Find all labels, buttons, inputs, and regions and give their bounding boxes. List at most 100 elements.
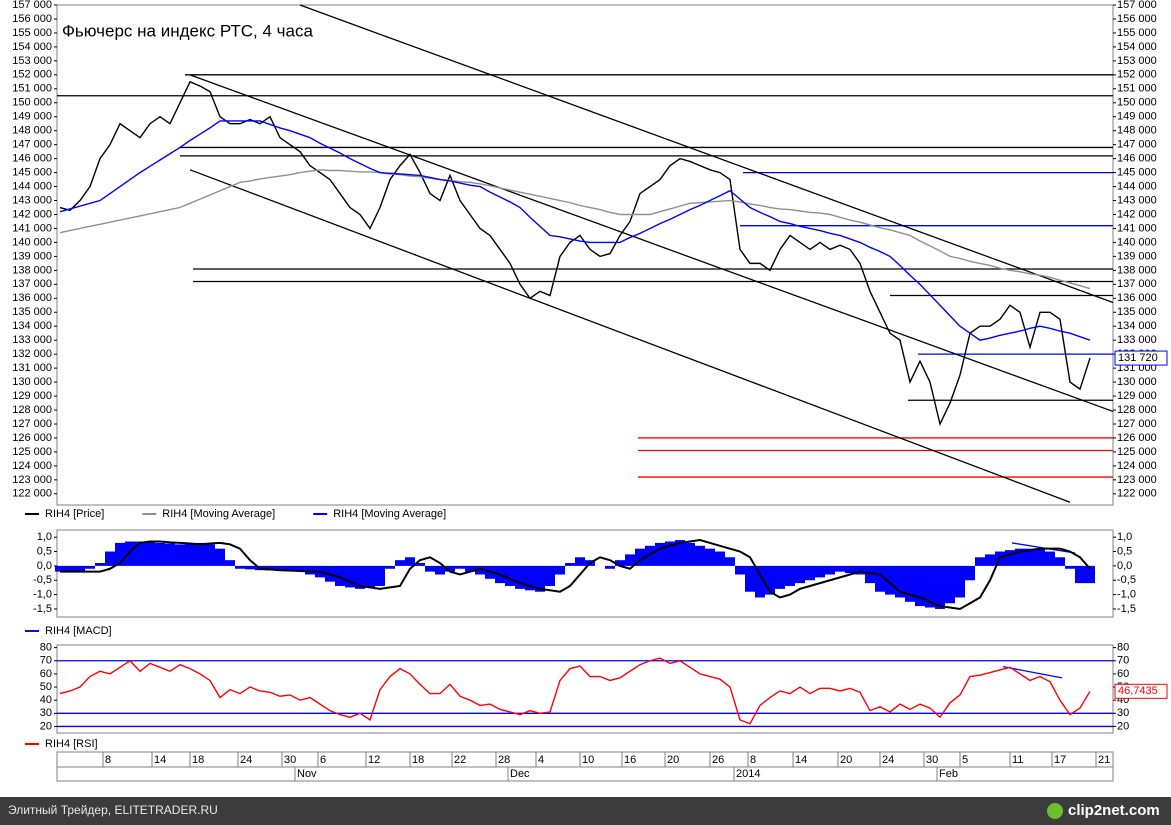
histogram-bar — [605, 565, 615, 569]
y-tick-label: 149 000 — [12, 111, 52, 123]
panel — [56, 644, 1114, 734]
y-tick-label: 128 000 — [12, 404, 52, 416]
y-tick-label: 147 000 — [12, 139, 52, 151]
y-tick-label-right: -1,0 — [1117, 589, 1136, 601]
month-label: Nov — [297, 768, 317, 780]
histogram-bar — [655, 542, 665, 566]
x-tick-label: 8 — [750, 754, 756, 766]
histogram-bar — [415, 563, 425, 566]
y-tick-label: 140 000 — [12, 236, 52, 248]
y-tick-label: -0,5 — [33, 574, 52, 586]
y-tick-label: 155 000 — [12, 27, 52, 39]
histogram-bar — [475, 565, 485, 575]
y-tick-label-right: 60 — [1117, 668, 1129, 680]
histogram-bar — [165, 543, 175, 566]
histogram-bar — [1075, 565, 1085, 584]
x-tick-label: 20 — [667, 754, 679, 766]
histogram-bar — [935, 565, 945, 609]
y-tick-label-right: 145 000 — [1117, 167, 1157, 179]
y-tick-label-right: 1,0 — [1117, 531, 1132, 543]
y-tick-label: 130 000 — [12, 376, 52, 388]
histogram-bar — [1035, 548, 1045, 566]
y-tick-label: 127 000 — [12, 418, 52, 430]
histogram-bar — [355, 565, 365, 589]
histogram-bar — [785, 565, 795, 586]
y-tick-label-right: 30 — [1117, 707, 1129, 719]
y-tick-label: 137 000 — [12, 278, 52, 290]
y-tick-label: 141 000 — [12, 222, 52, 234]
histogram-bar — [135, 541, 145, 566]
legend-label: RIH4 [Moving Average] — [162, 508, 275, 520]
current-value-label: 131 720 — [1118, 352, 1158, 364]
y-tick-label-right: 70 — [1117, 655, 1129, 667]
y-tick-label: 135 000 — [12, 306, 52, 318]
x-tick-label: 14 — [154, 754, 166, 766]
series-line — [60, 539, 1091, 610]
y-tick-label: 136 000 — [12, 292, 52, 304]
x-tick-label: 5 — [962, 754, 968, 766]
x-tick-label: 8 — [105, 754, 111, 766]
x-tick-label: 24 — [240, 754, 252, 766]
histogram-bar — [665, 541, 675, 566]
y-tick-label-right: 0,5 — [1117, 545, 1132, 557]
histogram-bar — [1045, 551, 1055, 566]
y-tick-label: 129 000 — [12, 390, 52, 402]
x-tick-label: 6 — [320, 754, 326, 766]
x-tick-label: 20 — [840, 754, 852, 766]
y-tick-label: 142 000 — [12, 208, 52, 220]
y-tick-label: -1,0 — [33, 589, 52, 601]
x-tick-label: 22 — [454, 754, 466, 766]
series-line — [59, 657, 1091, 725]
logo[interactable]: clip2net.com — [1068, 802, 1160, 819]
current-value-box — [1114, 350, 1168, 366]
histogram-bar — [535, 565, 545, 592]
histogram-bar — [365, 565, 375, 588]
trend-line — [189, 169, 1071, 503]
y-tick-label: 0,5 — [37, 545, 52, 557]
y-tick-label: 0,0 — [37, 560, 52, 572]
histogram-bar — [205, 544, 215, 566]
trend-line — [189, 74, 1114, 413]
x-tick-label: 30 — [926, 754, 938, 766]
histogram-bar — [85, 565, 95, 569]
histogram-bar — [335, 565, 345, 586]
y-tick-label: 144 000 — [12, 180, 52, 192]
y-tick-label: 20 — [40, 720, 52, 732]
histogram-bar — [725, 557, 735, 566]
histogram-bar — [565, 563, 575, 566]
histogram-bar — [765, 565, 775, 595]
legend-label: RIH4 [MACD] — [45, 625, 112, 637]
x-tick-label: 11 — [1012, 754, 1023, 766]
y-tick-label-right: 152 000 — [1117, 69, 1157, 81]
y-tick-label-right: 151 000 — [1117, 83, 1157, 95]
histogram-bar — [875, 565, 885, 592]
y-tick-label-right: 133 000 — [1117, 334, 1157, 346]
histogram-bar — [955, 565, 965, 598]
histogram-bar — [215, 548, 225, 566]
y-tick-label: 154 000 — [12, 41, 52, 53]
histogram-bar — [155, 542, 165, 566]
y-tick-label-right: 139 000 — [1117, 250, 1157, 262]
y-tick-label: 122 000 — [12, 488, 52, 500]
histogram-bar — [375, 565, 385, 586]
x-tick-label: 16 — [624, 754, 636, 766]
month-label: Dec — [510, 768, 530, 780]
histogram-bar — [945, 565, 955, 604]
histogram-bar — [885, 565, 895, 595]
y-tick-label: 157 000 — [12, 0, 52, 11]
y-tick-label-right: 137 000 — [1117, 278, 1157, 290]
histogram-bar — [195, 542, 205, 566]
histogram-bar — [855, 565, 865, 575]
histogram-bar — [775, 565, 785, 589]
y-tick-label: 50 — [40, 681, 52, 693]
y-tick-label-right: 149 000 — [1117, 111, 1157, 123]
histogram-bar — [455, 565, 465, 569]
histogram-bar — [445, 565, 455, 572]
y-tick-label: 145 000 — [12, 167, 52, 179]
y-tick-label: 156 000 — [12, 13, 52, 25]
y-tick-label-right: 141 000 — [1117, 222, 1157, 234]
current-value-box — [1114, 683, 1168, 699]
x-tick-label: 10 — [582, 754, 594, 766]
month-label: Feb — [939, 768, 958, 780]
histogram-bar — [615, 560, 625, 566]
